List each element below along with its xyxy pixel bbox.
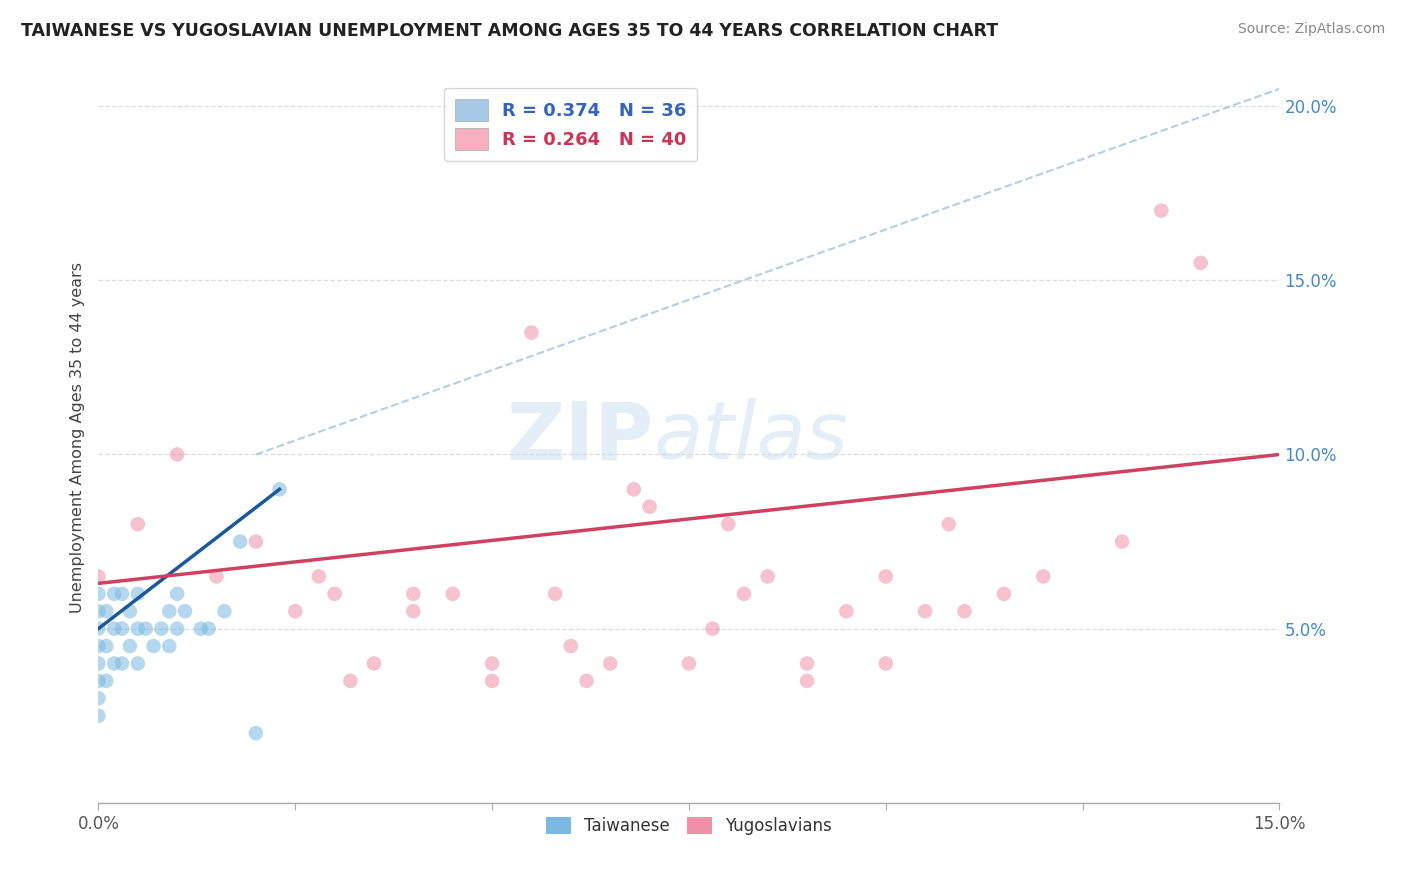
Point — [678, 657, 700, 671]
Y-axis label: Unemployment Among Ages 35 to 44 years: Unemployment Among Ages 35 to 44 years — [69, 261, 84, 613]
Point — [520, 326, 543, 340]
Point — [560, 639, 582, 653]
Point — [87, 569, 110, 583]
Point — [875, 569, 897, 583]
Point — [914, 604, 936, 618]
Point — [623, 483, 645, 497]
Point — [157, 639, 180, 653]
Point — [733, 587, 755, 601]
Point — [111, 622, 134, 636]
Point — [756, 569, 779, 583]
Point — [197, 622, 219, 636]
Point — [96, 673, 118, 688]
Point — [166, 587, 188, 601]
Text: ZIP: ZIP — [506, 398, 654, 476]
Point — [308, 569, 330, 583]
Point — [96, 639, 118, 653]
Point — [127, 622, 149, 636]
Point — [993, 587, 1015, 601]
Point — [1032, 569, 1054, 583]
Point — [127, 517, 149, 532]
Legend: Taiwanese, Yugoslavians: Taiwanese, Yugoslavians — [540, 811, 838, 842]
Point — [245, 726, 267, 740]
Point — [157, 604, 180, 618]
Point — [103, 657, 125, 671]
Point — [87, 622, 110, 636]
Point — [127, 657, 149, 671]
Point — [269, 483, 291, 497]
Point — [1189, 256, 1212, 270]
Point — [544, 587, 567, 601]
Point — [938, 517, 960, 532]
Point — [363, 657, 385, 671]
Point — [142, 639, 165, 653]
Point — [875, 657, 897, 671]
Point — [796, 673, 818, 688]
Point — [96, 604, 118, 618]
Point — [87, 657, 110, 671]
Point — [103, 622, 125, 636]
Point — [87, 639, 110, 653]
Point — [87, 587, 110, 601]
Point — [166, 622, 188, 636]
Point — [87, 708, 110, 723]
Point — [575, 673, 598, 688]
Point — [1111, 534, 1133, 549]
Point — [1150, 203, 1173, 218]
Point — [599, 657, 621, 671]
Point — [638, 500, 661, 514]
Point — [717, 517, 740, 532]
Text: atlas: atlas — [654, 398, 848, 476]
Point — [111, 657, 134, 671]
Point — [835, 604, 858, 618]
Text: TAIWANESE VS YUGOSLAVIAN UNEMPLOYMENT AMONG AGES 35 TO 44 YEARS CORRELATION CHAR: TAIWANESE VS YUGOSLAVIAN UNEMPLOYMENT AM… — [21, 22, 998, 40]
Point — [402, 604, 425, 618]
Point — [796, 657, 818, 671]
Point — [166, 448, 188, 462]
Point — [339, 673, 361, 688]
Point — [103, 587, 125, 601]
Point — [481, 673, 503, 688]
Point — [323, 587, 346, 601]
Point — [118, 639, 141, 653]
Point — [87, 604, 110, 618]
Point — [174, 604, 197, 618]
Point — [150, 622, 173, 636]
Point — [284, 604, 307, 618]
Point — [402, 587, 425, 601]
Text: Source: ZipAtlas.com: Source: ZipAtlas.com — [1237, 22, 1385, 37]
Point — [135, 622, 157, 636]
Point — [245, 534, 267, 549]
Point — [229, 534, 252, 549]
Point — [205, 569, 228, 583]
Point — [214, 604, 236, 618]
Point — [87, 673, 110, 688]
Point — [111, 587, 134, 601]
Point — [702, 622, 724, 636]
Point — [190, 622, 212, 636]
Point — [481, 657, 503, 671]
Point — [441, 587, 464, 601]
Point — [118, 604, 141, 618]
Point — [953, 604, 976, 618]
Point — [87, 691, 110, 706]
Point — [127, 587, 149, 601]
